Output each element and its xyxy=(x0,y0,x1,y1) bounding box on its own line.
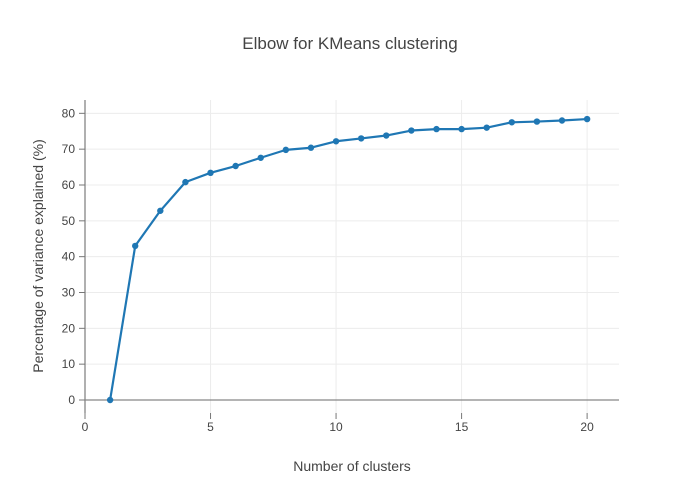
data-point xyxy=(383,132,390,139)
data-point xyxy=(157,207,164,214)
y-tick-label: 20 xyxy=(62,321,76,335)
data-point xyxy=(533,118,541,125)
data-point xyxy=(106,396,114,404)
data-point xyxy=(257,154,264,161)
y-axis-title: Percentage of variance explained (%) xyxy=(30,139,46,373)
x-tick-label: 10 xyxy=(329,420,343,434)
data-point xyxy=(558,117,566,124)
data-point xyxy=(207,169,214,177)
x-tick-label: 20 xyxy=(580,420,594,434)
data-point xyxy=(508,119,515,126)
y-tick-label: 30 xyxy=(62,285,76,299)
data-point xyxy=(357,135,365,142)
data-point xyxy=(307,144,315,151)
y-tick-label: 50 xyxy=(62,214,76,228)
data-point xyxy=(332,138,340,145)
y-tick-label: 80 xyxy=(62,106,76,120)
data-point xyxy=(282,146,290,154)
data-point xyxy=(483,124,490,131)
y-tick-label: 70 xyxy=(62,142,76,156)
x-tick-label: 15 xyxy=(455,420,469,434)
data-point xyxy=(232,162,239,170)
data-point xyxy=(132,242,139,250)
x-tick-label: 0 xyxy=(82,420,89,434)
y-tick-label: 40 xyxy=(62,250,76,264)
data-point xyxy=(433,125,440,133)
x-tick-label: 5 xyxy=(207,420,214,434)
y-tick-label: 10 xyxy=(62,357,76,371)
y-tick-label: 0 xyxy=(68,393,75,407)
chart-title: Elbow for KMeans clustering xyxy=(242,34,458,53)
series-line xyxy=(109,117,589,402)
y-tick-label: 60 xyxy=(62,178,76,192)
x-axis-title: Number of clusters xyxy=(293,458,411,474)
data-point xyxy=(182,178,189,186)
data-point xyxy=(458,125,465,133)
data-point xyxy=(408,127,415,134)
data-point xyxy=(583,115,591,123)
